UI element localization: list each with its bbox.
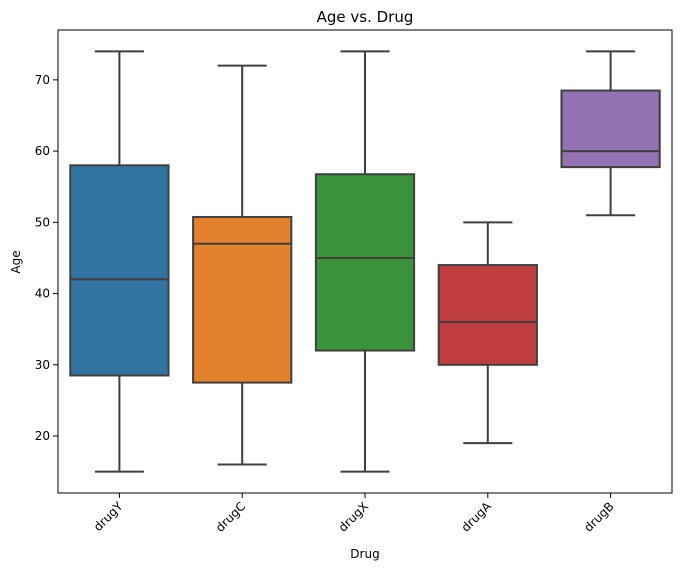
plot-area	[69, 50, 661, 473]
x-tick-label-drugC: drugC	[213, 499, 248, 534]
y-axis-label: Age	[9, 250, 23, 273]
box-drugC	[192, 64, 293, 466]
x-tick-label-drugX: drugX	[336, 499, 371, 534]
y-tick-label: 20	[35, 429, 50, 443]
iqr-box	[437, 264, 538, 366]
box-drugB	[560, 50, 661, 217]
chart-title: Age vs. Drug	[317, 8, 414, 26]
box-drugA	[437, 221, 538, 445]
box-drugY	[69, 50, 170, 473]
x-axis-label: Drug	[350, 547, 379, 561]
x-tick-label-drugB: drugB	[581, 499, 616, 534]
iqr-box	[69, 164, 170, 377]
iqr-box	[560, 89, 661, 169]
x-tick-label-drugY: drugY	[91, 499, 126, 534]
y-tick-label: 60	[35, 144, 50, 158]
y-tick-label: 30	[35, 358, 50, 372]
x-axis: drugY drugC drugX drugA drugB	[91, 493, 617, 535]
y-tick-label: 40	[35, 287, 50, 301]
iqr-box	[192, 215, 293, 384]
iqr-box	[314, 173, 416, 352]
box-drugX	[314, 50, 416, 473]
y-axis: 20 30 40 50 60 70	[35, 73, 58, 443]
y-tick-label: 50	[35, 215, 50, 229]
x-tick-label-drugA: drugA	[459, 499, 495, 535]
y-tick-label: 70	[35, 73, 50, 87]
